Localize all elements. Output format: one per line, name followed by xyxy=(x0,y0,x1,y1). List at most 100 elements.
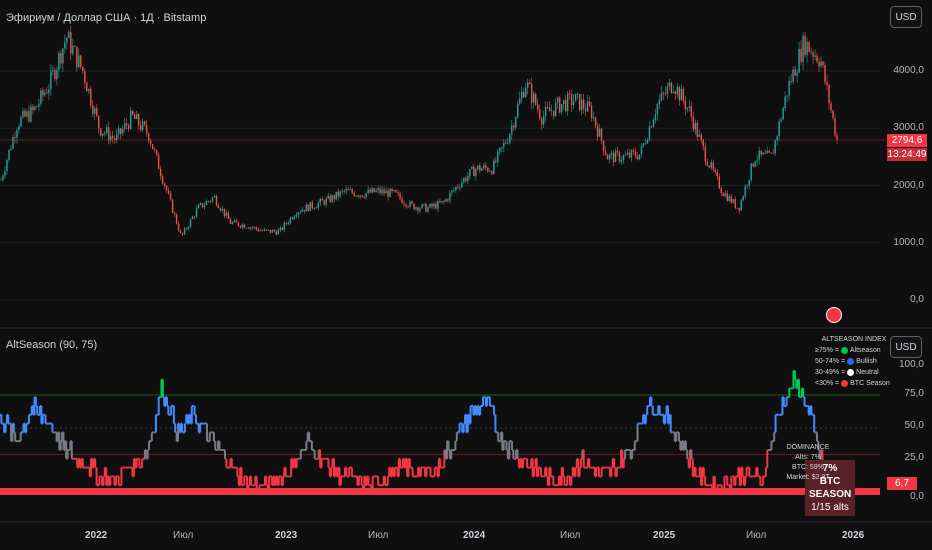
candle-body xyxy=(519,98,521,105)
candle-body xyxy=(313,207,315,209)
altseason-legend: ALTSEASON INDEX ≥75% = Altseason 50-74% =… xyxy=(815,334,893,389)
candle-body xyxy=(736,207,738,209)
candle-body xyxy=(333,195,335,200)
candle-body xyxy=(349,189,351,191)
candle-body xyxy=(572,101,575,106)
candle-body xyxy=(485,165,487,168)
season-box: 7% BTC SEASON 1/15 alts xyxy=(805,460,855,516)
candle-body xyxy=(509,134,511,143)
candle-body xyxy=(104,132,106,134)
candle-body xyxy=(301,209,303,212)
candle-body xyxy=(161,176,164,184)
candle-body xyxy=(539,109,541,119)
indicator-axis-label: 0,0 xyxy=(910,491,924,502)
candle-body xyxy=(431,203,433,207)
candle-body xyxy=(12,137,14,149)
candle-body xyxy=(70,32,72,54)
candle-body xyxy=(820,61,822,67)
candle-body xyxy=(129,110,132,129)
candle-body xyxy=(435,203,437,209)
candle-body xyxy=(483,165,485,169)
candle-body xyxy=(241,224,244,228)
currency-button[interactable]: USD xyxy=(890,6,922,28)
candle-body xyxy=(437,200,439,209)
candle-body xyxy=(239,225,242,228)
candle-body xyxy=(692,116,695,130)
candle-body xyxy=(297,212,299,216)
candle-body xyxy=(788,80,790,96)
candle-body xyxy=(72,46,74,54)
candle-body xyxy=(537,104,539,110)
candle-body xyxy=(558,97,561,113)
candle-body xyxy=(341,190,343,192)
candle-body xyxy=(636,156,639,160)
candle-body xyxy=(28,111,30,122)
candle-body xyxy=(776,136,778,141)
candle-body xyxy=(738,207,740,211)
candle-body xyxy=(764,152,766,154)
time-axis-label: 2025 xyxy=(653,530,676,541)
candle-body xyxy=(786,95,788,97)
candle-body xyxy=(171,199,174,213)
candle-body xyxy=(782,108,784,120)
candle-body xyxy=(429,203,431,208)
candle-body xyxy=(535,93,537,105)
candle-body xyxy=(600,128,603,141)
candle-body xyxy=(746,185,748,187)
candle-body xyxy=(640,146,643,155)
candle-body xyxy=(193,216,196,218)
candle-body xyxy=(760,150,762,155)
candle-body xyxy=(457,186,459,188)
candle-body xyxy=(20,117,22,127)
indicator-currency-button[interactable]: USD xyxy=(890,336,922,358)
candle-body xyxy=(582,99,585,109)
candle-body xyxy=(562,100,565,105)
candle-body xyxy=(122,129,124,134)
candle-body xyxy=(652,120,655,128)
candle-body xyxy=(291,217,294,219)
candle-body xyxy=(56,69,58,80)
legend-item: 30-49% = Neutral xyxy=(815,368,879,376)
candle-body xyxy=(187,226,190,229)
us-flag-icon[interactable] xyxy=(826,307,842,323)
candle-body xyxy=(251,227,254,229)
legend-heading: ALTSEASON INDEX xyxy=(821,336,887,343)
candle-body xyxy=(527,82,529,88)
candle-body xyxy=(712,162,714,170)
candle-body xyxy=(133,114,136,120)
candle-body xyxy=(419,208,421,211)
candle-body xyxy=(778,121,780,137)
candle-body xyxy=(433,203,435,207)
candle-body xyxy=(513,125,515,128)
legend-item: 50-74% = Bullish xyxy=(815,357,877,365)
white-dot-icon xyxy=(847,368,855,376)
candle-body xyxy=(275,231,278,235)
legend-item: <30% = BTC Season xyxy=(815,379,890,387)
candle-body xyxy=(822,61,824,66)
candle-body xyxy=(463,177,465,182)
candle-body xyxy=(710,162,713,168)
candle-body xyxy=(52,69,54,72)
candle-body xyxy=(521,92,523,99)
indicator-title[interactable]: AltSeason (90, 75) xyxy=(6,339,98,351)
time-axis-label: Июл xyxy=(368,530,389,541)
candle-body xyxy=(507,142,509,144)
candle-body xyxy=(445,199,447,202)
candle-body xyxy=(403,203,405,205)
candle-body xyxy=(650,126,653,128)
candle-body xyxy=(155,149,158,155)
candle-body xyxy=(46,92,48,94)
candle-body xyxy=(662,92,665,94)
candle-body xyxy=(373,188,375,193)
indicator-axis-label: 25,0 xyxy=(904,452,924,463)
candle-body xyxy=(682,89,685,101)
candle-body xyxy=(628,152,631,158)
candle-body xyxy=(106,127,108,133)
candle-body xyxy=(694,122,697,130)
candle-body xyxy=(644,143,647,145)
candle-body xyxy=(131,110,134,115)
candle-body xyxy=(293,216,295,219)
candle-body xyxy=(80,55,82,67)
candle-body xyxy=(167,190,170,194)
